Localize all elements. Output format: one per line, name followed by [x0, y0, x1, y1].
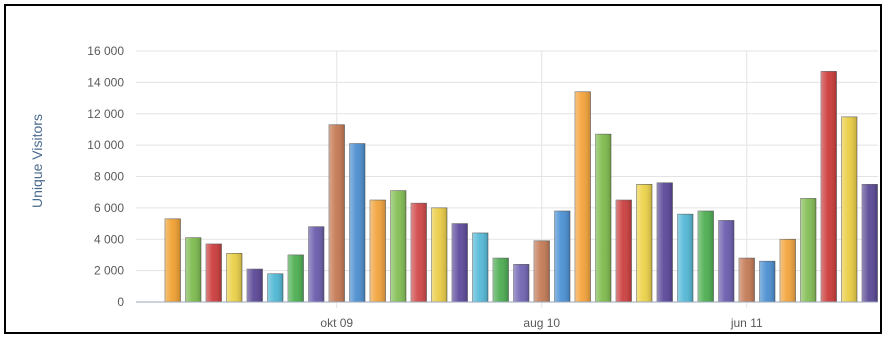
bar-shading	[534, 240, 550, 302]
bar-shading	[411, 203, 427, 302]
bar-shading	[431, 207, 447, 302]
bar-shading	[821, 71, 837, 302]
bar-shading	[390, 190, 406, 302]
y-tick-label: 16 000	[87, 44, 124, 58]
bar-shading	[247, 269, 263, 302]
bar-shading	[513, 264, 529, 302]
x-tick-label: aug 10	[523, 316, 560, 330]
bar-shading	[165, 218, 181, 302]
bar-shading	[657, 182, 673, 302]
bar-shading	[718, 220, 734, 302]
bar-shading	[616, 200, 632, 302]
bar-shading	[698, 211, 714, 302]
y-tick-label: 0	[117, 295, 124, 309]
bar-shading	[780, 239, 796, 302]
x-tick-labels: okt 09 aug 10 jun 11	[320, 316, 763, 330]
bar-chart: 0 2 000 4 000 6 000 8 000 10 000 12 000 14 000 1…	[29, 44, 878, 330]
y-tick-label: 6 000	[94, 201, 124, 215]
bar-shading	[575, 91, 591, 302]
bar-shading	[288, 254, 304, 302]
x-tick-label: jun 11	[730, 316, 763, 330]
y-tick-label: 12 000	[87, 107, 124, 121]
y-tick-label: 2 000	[94, 264, 124, 278]
bar-shading	[595, 134, 611, 302]
bar-shading	[370, 200, 386, 302]
bar-shading	[841, 116, 857, 302]
bar-shading	[493, 258, 509, 302]
bar-shading	[329, 124, 345, 302]
bar-shading	[185, 237, 201, 302]
bar-shading	[349, 143, 365, 302]
y-axis-label: Unique Visitors	[29, 114, 45, 208]
bars	[164, 71, 878, 303]
bar-shading	[677, 214, 693, 302]
chart-frame: 0 2 000 4 000 6 000 8 000 10 000 12 000 14 000 1…	[4, 4, 882, 334]
bar-shading	[759, 261, 775, 302]
y-tick-label: 10 000	[87, 138, 124, 152]
bar-shading	[206, 243, 222, 302]
y-tick-label: 8 000	[94, 170, 124, 184]
bar-shading	[308, 226, 324, 302]
bar-shading	[554, 211, 570, 302]
bar-shading	[452, 223, 468, 302]
y-tick-label: 4 000	[94, 232, 124, 246]
y-tick-labels: 0 2 000 4 000 6 000 8 000 10 000 12 000 14 000 1…	[87, 44, 124, 309]
bar-shading	[862, 184, 878, 302]
bar-shading	[267, 273, 283, 302]
bar-shading	[636, 184, 652, 302]
bar-shading	[739, 258, 755, 302]
bar-shading	[472, 232, 488, 302]
y-tick-label: 14 000	[87, 75, 124, 89]
grid-lines	[136, 50, 878, 308]
x-tick-label: okt 09	[320, 316, 353, 330]
bar-shading	[800, 198, 816, 302]
bar-shading	[226, 253, 242, 302]
